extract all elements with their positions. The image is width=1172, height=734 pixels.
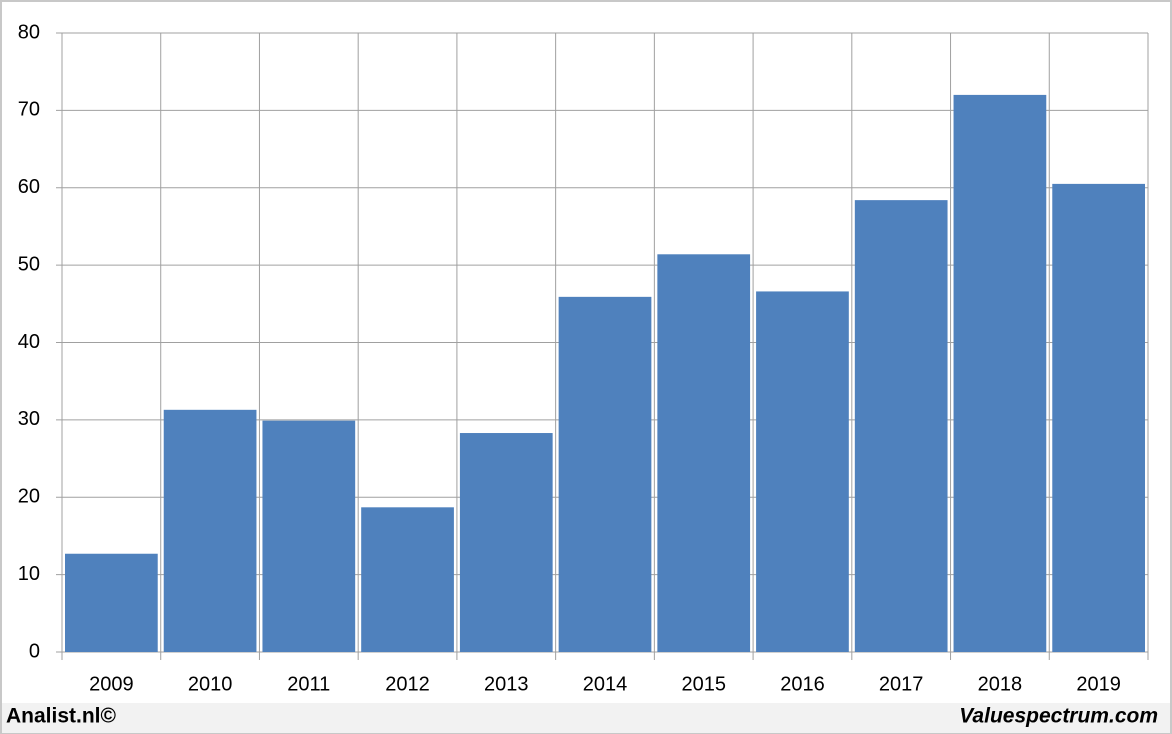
bar [262,420,356,652]
x-tick-label: 2012 [385,673,430,695]
bar [65,553,158,652]
y-tick-label: 0 [29,640,40,662]
x-tick-label: 2017 [879,673,924,695]
x-tick-label: 2016 [780,673,825,695]
x-tick-label: 2015 [681,673,726,695]
x-tick-label: 2018 [978,673,1023,695]
bar [1052,183,1145,652]
x-tick-label: 2011 [287,673,330,695]
x-tick-label: 2009 [89,673,134,695]
bar [756,291,849,652]
bar [953,94,1047,652]
y-tick-label: 10 [18,563,40,585]
x-tick-label: 2014 [583,673,628,695]
y-tick-label: 40 [18,331,40,353]
bar [558,296,652,652]
y-tick-label: 70 [18,99,40,121]
y-tick-label: 30 [18,408,40,430]
bar [163,409,257,652]
footer-band [2,703,1170,733]
x-tick-label: 2010 [188,673,233,695]
bar [361,507,454,652]
bar [459,433,553,652]
bar [854,200,948,652]
y-tick-label: 80 [18,21,40,43]
x-tick-label: 2019 [1076,673,1121,695]
footer-right: Valuespectrum.com [959,705,1158,728]
y-tick-label: 50 [18,253,40,275]
x-tick-label: 2013 [484,673,529,695]
footer-left: Analist.nl© [6,705,117,728]
bar [657,254,751,653]
y-tick-label: 20 [18,486,40,508]
y-tick-label: 60 [18,176,40,198]
